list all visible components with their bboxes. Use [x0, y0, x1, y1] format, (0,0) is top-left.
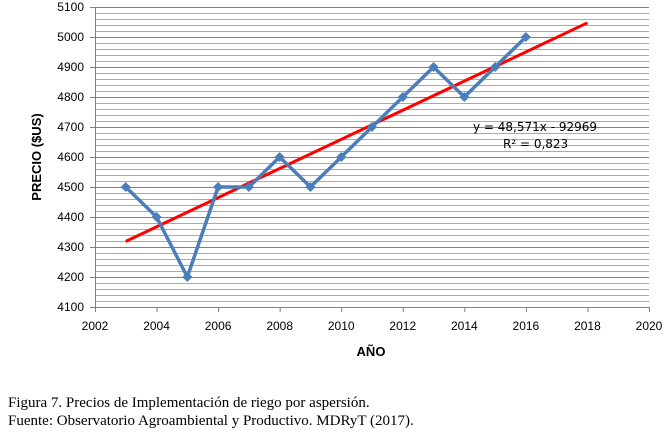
x-tick-label: 2008: [266, 319, 293, 333]
x-tick-labels: 2002 2004 2006 2008 2010 2012 2014 2016 2018 2020: [82, 319, 663, 333]
y-tick-label: 4100: [57, 300, 84, 314]
data-point-marker: [213, 182, 224, 192]
y-tick-label: 4800: [57, 90, 84, 104]
data-point-marker: [428, 62, 439, 72]
data-point-marker: [336, 152, 347, 162]
trend-r2: R² = 0,823: [503, 137, 568, 151]
data-point-marker: [305, 182, 316, 192]
x-tick-label: 2016: [513, 319, 540, 333]
x-tick-label: 2006: [205, 319, 232, 333]
x-tick-label: 2012: [389, 319, 416, 333]
y-tick-label: 5100: [57, 0, 84, 14]
data-point-marker: [520, 32, 531, 42]
data-point-marker: [459, 92, 470, 102]
x-tick-label: 2010: [328, 319, 355, 333]
series-markers: [120, 32, 531, 282]
x-tick-label: 2002: [82, 319, 109, 333]
source-caption: Fuente: Observatorio Agroambiental y Pro…: [8, 413, 414, 429]
data-point-marker: [182, 272, 193, 282]
y-tick-label: 4700: [57, 120, 84, 134]
data-point-marker: [120, 182, 131, 192]
data-point-marker: [490, 62, 501, 72]
x-tick-label: 2004: [143, 319, 170, 333]
x-tick-label: 2018: [574, 319, 601, 333]
data-point-marker: [397, 92, 408, 102]
data-point-marker: [367, 122, 377, 132]
price-chart: 4100 4200 4300 4400 4500 4600 4700 4800 4900 5000…: [29, 0, 663, 359]
data-point-marker: [274, 152, 285, 162]
x-tick-label: 2020: [636, 319, 663, 333]
y-tick-label: 5000: [57, 30, 84, 44]
y-tick-label: 4200: [57, 270, 84, 284]
trend-equation: y = 48,571x - 92969: [473, 120, 597, 134]
y-tick-labels: 4100 4200 4300 4400 4500 4600 4700 4800 4900 5000…: [57, 0, 84, 314]
figure-caption: Figura 7. Precios de Implementación de r…: [8, 395, 370, 411]
y-axis-label: PRECIO ($US): [29, 113, 44, 200]
x-axis-label: AÑO: [357, 344, 386, 359]
y-tick-label: 4600: [57, 150, 84, 164]
data-point-marker: [243, 182, 254, 192]
y-tick-label: 4400: [57, 210, 84, 224]
series-line: [124, 35, 528, 279]
y-tick-label: 4500: [57, 180, 84, 194]
x-tick-label: 2014: [451, 319, 478, 333]
y-tick-label: 4300: [57, 240, 84, 254]
data-point-marker: [151, 212, 162, 222]
trendline: [125, 21, 589, 243]
y-tick-label: 4900: [57, 60, 84, 74]
axes: [90, 7, 650, 312]
